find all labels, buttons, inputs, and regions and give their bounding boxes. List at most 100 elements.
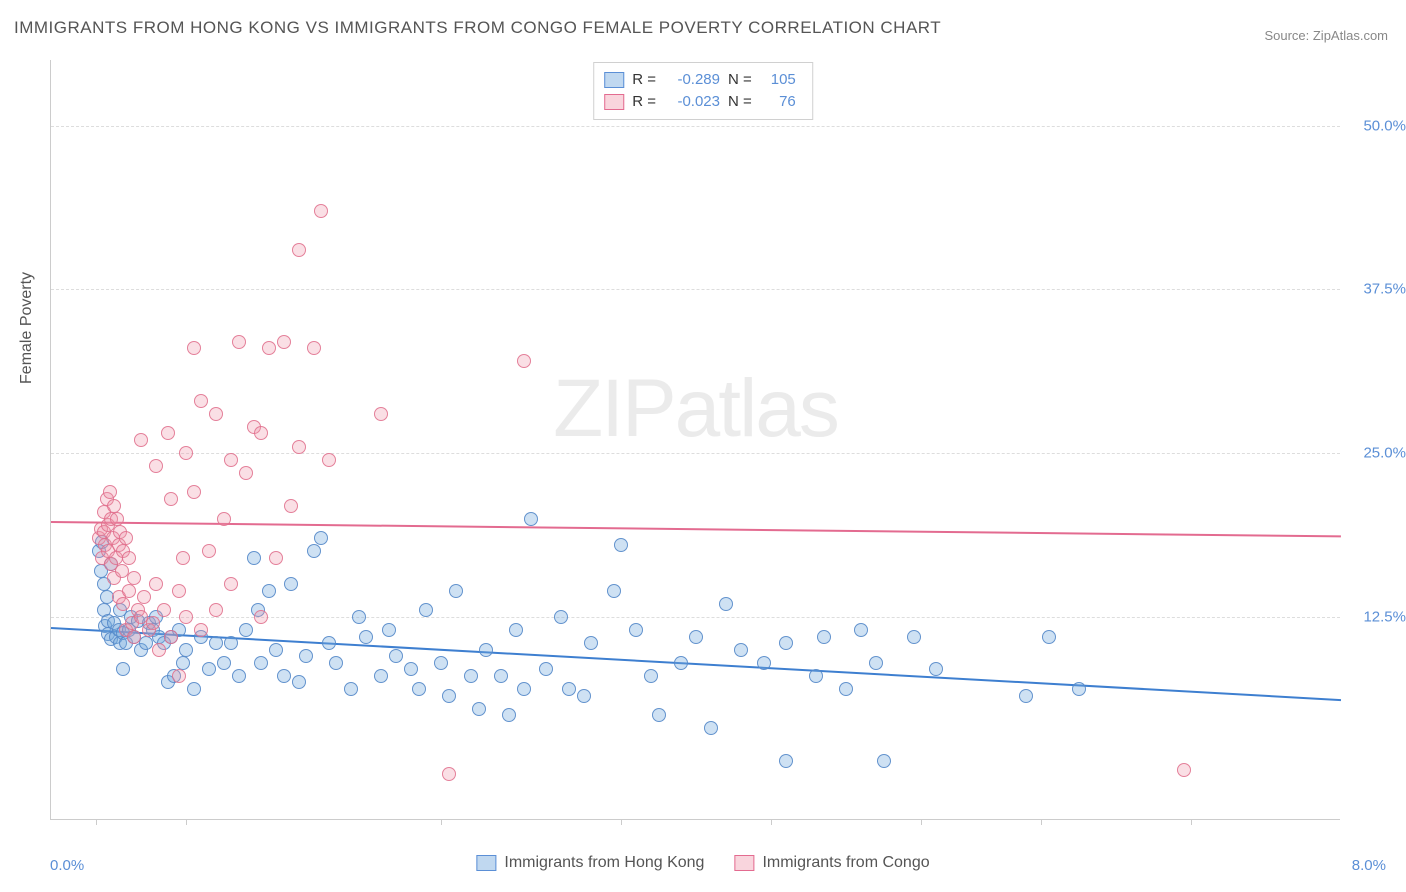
legend-r-label: R = [632, 91, 656, 113]
scatter-point [854, 623, 868, 637]
scatter-point [149, 577, 163, 591]
scatter-point [352, 610, 366, 624]
scatter-point [176, 551, 190, 565]
x-tick [621, 819, 622, 825]
scatter-point [674, 656, 688, 670]
legend-item-congo: Immigrants from Congo [734, 854, 929, 872]
scatter-point [202, 544, 216, 558]
scatter-point [472, 702, 486, 716]
scatter-point [404, 662, 418, 676]
scatter-point [187, 485, 201, 499]
legend-swatch-pink [604, 94, 624, 110]
scatter-point [209, 407, 223, 421]
y-tick-label: 37.5% [1346, 281, 1406, 298]
scatter-point [292, 243, 306, 257]
scatter-point [809, 669, 823, 683]
x-tick [96, 819, 97, 825]
scatter-point [146, 616, 160, 630]
legend-n-label: N = [728, 69, 752, 91]
scatter-point [247, 551, 261, 565]
x-tick [441, 819, 442, 825]
scatter-point [116, 597, 130, 611]
scatter-point [127, 630, 141, 644]
scatter-point [217, 512, 231, 526]
scatter-point [224, 636, 238, 650]
scatter-point [224, 577, 238, 591]
scatter-point [1177, 763, 1191, 777]
scatter-point [839, 682, 853, 696]
scatter-point [172, 669, 186, 683]
legend-label: Immigrants from Hong Kong [504, 854, 704, 872]
scatter-point [137, 590, 151, 604]
scatter-point [307, 544, 321, 558]
scatter-point [449, 584, 463, 598]
source-attribution: Source: ZipAtlas.com [1264, 28, 1388, 43]
scatter-point [269, 643, 283, 657]
scatter-point [254, 426, 268, 440]
scatter-point [607, 584, 621, 598]
y-tick-label: 25.0% [1346, 445, 1406, 462]
scatter-point [149, 459, 163, 473]
scatter-point [176, 656, 190, 670]
scatter-point [907, 630, 921, 644]
scatter-point [322, 636, 336, 650]
scatter-point [652, 708, 666, 722]
scatter-point [179, 610, 193, 624]
legend-r-value-pink: -0.023 [664, 91, 720, 113]
scatter-point [502, 708, 516, 722]
watermark-thin: atlas [675, 363, 838, 454]
chart-container: IMMIGRANTS FROM HONG KONG VS IMMIGRANTS … [0, 0, 1406, 892]
scatter-point [314, 204, 328, 218]
x-tick [921, 819, 922, 825]
scatter-point [644, 669, 658, 683]
scatter-point [164, 492, 178, 506]
gridline [51, 289, 1340, 290]
scatter-point [344, 682, 358, 696]
scatter-point [202, 662, 216, 676]
scatter-point [869, 656, 883, 670]
series-legend: Immigrants from Hong Kong Immigrants fro… [476, 854, 929, 872]
scatter-point [239, 623, 253, 637]
legend-n-value-pink: 76 [760, 91, 796, 113]
scatter-point [509, 623, 523, 637]
scatter-point [209, 636, 223, 650]
scatter-point [779, 754, 793, 768]
scatter-point [524, 512, 538, 526]
scatter-point [329, 656, 343, 670]
scatter-point [494, 669, 508, 683]
legend-n-value-blue: 105 [760, 69, 796, 91]
scatter-point [817, 630, 831, 644]
scatter-point [217, 656, 231, 670]
scatter-point [419, 603, 433, 617]
scatter-point [103, 485, 117, 499]
scatter-point [194, 623, 208, 637]
legend-item-hongkong: Immigrants from Hong Kong [476, 854, 704, 872]
scatter-point [110, 512, 124, 526]
scatter-point [307, 341, 321, 355]
chart-title: IMMIGRANTS FROM HONG KONG VS IMMIGRANTS … [14, 18, 941, 38]
scatter-point [157, 603, 171, 617]
x-tick [771, 819, 772, 825]
scatter-point [164, 630, 178, 644]
scatter-point [194, 394, 208, 408]
scatter-point [554, 610, 568, 624]
y-tick-label: 12.5% [1346, 608, 1406, 625]
x-tick-left: 0.0% [50, 857, 84, 874]
scatter-point [179, 643, 193, 657]
scatter-point [734, 643, 748, 657]
scatter-point [1072, 682, 1086, 696]
scatter-point [382, 623, 396, 637]
scatter-point [139, 636, 153, 650]
scatter-point [389, 649, 403, 663]
scatter-point [689, 630, 703, 644]
legend-row-blue: R = -0.289 N = 105 [604, 69, 796, 91]
scatter-point [292, 675, 306, 689]
scatter-point [209, 603, 223, 617]
scatter-point [277, 669, 291, 683]
legend-r-value-blue: -0.289 [664, 69, 720, 91]
scatter-point [187, 341, 201, 355]
scatter-point [284, 577, 298, 591]
scatter-point [277, 335, 291, 349]
scatter-point [232, 335, 246, 349]
trend-line [51, 521, 1341, 537]
